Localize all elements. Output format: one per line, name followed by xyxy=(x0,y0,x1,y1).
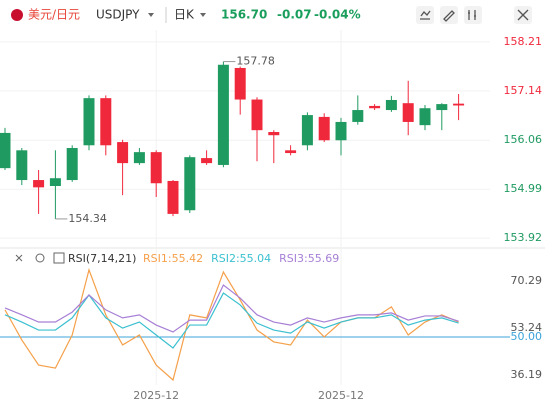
y-tick-label: 70.29 xyxy=(511,274,543,287)
dropdown-arrow xyxy=(148,13,154,17)
toolbar xyxy=(416,6,532,24)
candle-body xyxy=(184,157,196,211)
legend-entry: RSI2:55.04 xyxy=(211,252,271,265)
candle-body xyxy=(0,132,11,169)
pair-name[interactable]: 美元/日元 xyxy=(28,8,80,22)
legend-entry: RSI1:55.42 xyxy=(143,252,203,265)
rsi-line xyxy=(4,284,459,333)
tool-icon xyxy=(468,10,476,20)
candle-body xyxy=(201,158,213,164)
symbol[interactable]: USDJPY xyxy=(96,8,140,22)
flag-icon xyxy=(11,9,23,21)
y-tick-label: 53.24 xyxy=(511,321,543,334)
tool-icon xyxy=(517,9,529,21)
tool-button[interactable] xyxy=(440,6,458,24)
low-annotation: 154.34 xyxy=(68,212,107,225)
x-tick-label: 2025-12 xyxy=(318,389,364,402)
candle-body xyxy=(301,115,313,146)
candle-body xyxy=(453,103,465,106)
y-tick-label: 153.92 xyxy=(504,231,543,244)
candle-body xyxy=(150,152,162,184)
dropdown-arrow xyxy=(200,13,206,17)
price: 156.70 xyxy=(221,8,267,22)
candle-body xyxy=(352,110,364,122)
tool-button[interactable] xyxy=(464,6,482,24)
y-tick-label: 157.14 xyxy=(504,84,543,97)
change-pct: -0.04% xyxy=(314,8,361,22)
settings-icon[interactable] xyxy=(35,253,45,263)
candle-body xyxy=(66,148,78,181)
period[interactable]: 日K xyxy=(174,8,195,22)
candle-body xyxy=(268,132,280,136)
y-tick-label: 158.21 xyxy=(504,35,543,48)
rsi-tools xyxy=(15,252,65,264)
candle-body xyxy=(133,152,145,164)
close-icon[interactable] xyxy=(15,254,23,262)
expand-icon[interactable] xyxy=(53,252,65,264)
rsi-title: RSI(7,14,21) xyxy=(68,252,136,265)
candle-body xyxy=(167,180,179,214)
high-annotation: 157.78 xyxy=(236,55,275,68)
candle-body xyxy=(402,103,414,122)
candle-body xyxy=(16,150,28,181)
tool-icon xyxy=(420,10,431,20)
tool-icon xyxy=(443,10,455,22)
legend-entry: RSI3:55.69 xyxy=(279,252,339,265)
candle-body xyxy=(234,67,246,100)
candle-body xyxy=(49,178,61,186)
y-tick-label: 154.99 xyxy=(504,182,543,195)
y-tick-label: 36.19 xyxy=(511,368,543,381)
candle-body xyxy=(369,105,381,109)
candle-body xyxy=(285,150,297,154)
rsi-line xyxy=(4,267,459,382)
candle-body xyxy=(33,180,45,188)
tool-button[interactable] xyxy=(416,6,434,24)
candle-body xyxy=(385,99,397,111)
candle-body xyxy=(117,142,129,164)
candle-body xyxy=(335,121,347,141)
x-tick-label: 2025-12 xyxy=(133,389,179,402)
y-tick-label: 50.00 xyxy=(511,330,543,343)
change: -0.07 xyxy=(277,8,312,22)
candle-body xyxy=(83,98,95,146)
candle-body xyxy=(100,98,112,146)
y-tick-label: 156.06 xyxy=(504,133,543,146)
candle-body xyxy=(419,108,431,126)
candle-body xyxy=(436,104,448,111)
candle-body xyxy=(251,99,263,131)
candle-body xyxy=(318,116,330,141)
rsi-line xyxy=(4,292,459,349)
candle-body xyxy=(217,64,229,165)
